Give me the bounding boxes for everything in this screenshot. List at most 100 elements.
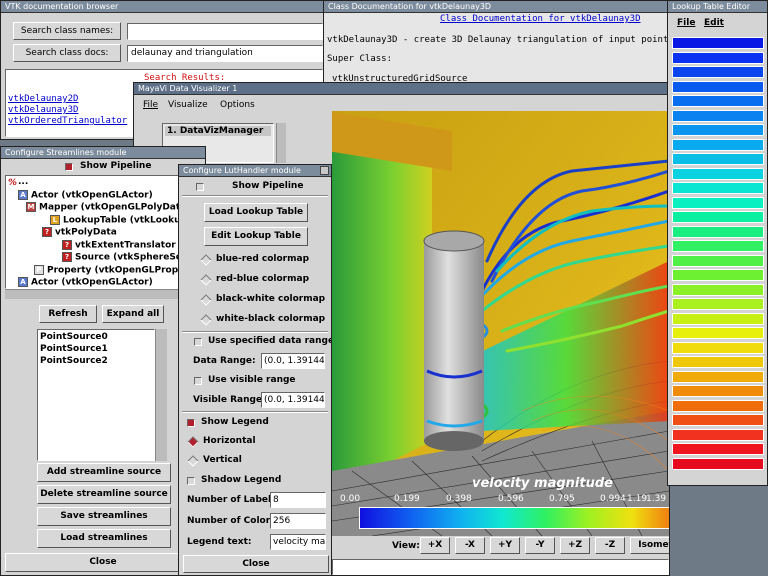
lut-color-swatch[interactable]: [672, 167, 764, 180]
point-source-list[interactable]: PointSource0 PointSource1 PointSource2: [37, 329, 155, 461]
red-blue-colormap-radio[interactable]: [200, 274, 212, 286]
lut-color-swatch[interactable]: [672, 225, 764, 238]
show-legend-checkbox[interactable]: [187, 419, 195, 427]
tree-node[interactable]: ...: [18, 177, 28, 189]
red-blue-colormap-label[interactable]: red-blue colormap: [216, 274, 310, 284]
point-source-item[interactable]: PointSource1: [40, 344, 108, 354]
lut-color-swatch[interactable]: [672, 269, 764, 281]
lut-editor-menu-file[interactable]: File: [677, 18, 696, 28]
streamlines-titlebar[interactable]: Configure Streamlines module: [1, 147, 205, 159]
edit-lookup-table-button[interactable]: Edit Lookup Table: [204, 227, 308, 246]
tree-node[interactable]: ? vtkPolyData: [42, 227, 117, 239]
lut-color-swatch[interactable]: [672, 457, 764, 470]
tree-node[interactable]: ? Source (vtkSphereSource): [62, 252, 200, 264]
datavizmanager-list-item[interactable]: 1. DataVizManager: [165, 126, 271, 136]
point-source-scrollbar[interactable]: [155, 329, 167, 461]
lut-color-swatch[interactable]: [672, 109, 764, 122]
view-isometric-button[interactable]: Isometric: [630, 537, 669, 554]
use-data-range-checkbox[interactable]: [194, 338, 202, 346]
show-pipeline-checkbox[interactable]: [65, 163, 73, 171]
tree-node[interactable]: A Actor (vtkOpenGLActor): [18, 277, 153, 288]
load-lookup-table-button[interactable]: Load Lookup Table: [204, 203, 308, 222]
search-result-link[interactable]: vtkDelaunay2D: [8, 94, 79, 104]
refresh-button[interactable]: Refresh: [39, 305, 97, 323]
mayavi-menu-file[interactable]: File: [143, 100, 159, 110]
luthandler-close-icon[interactable]: [320, 166, 329, 175]
vertical-radio[interactable]: [187, 455, 199, 467]
lut-color-swatch[interactable]: [672, 182, 764, 194]
lut-color-swatch[interactable]: [672, 240, 764, 252]
point-source-item[interactable]: PointSource2: [40, 356, 108, 366]
search-class-names-button[interactable]: Search class names:: [13, 22, 121, 40]
render-view[interactable]: velocity magnitude 0.00 0.199 0.398 0.59…: [332, 111, 669, 536]
horizontal-label[interactable]: Horizontal: [203, 436, 256, 446]
lut-color-swatch[interactable]: [672, 124, 764, 136]
search-result-link[interactable]: vtkDelaunay3D: [8, 105, 79, 115]
datavizmanager-list[interactable]: 1. DataVizManager: [162, 123, 274, 163]
lut-color-swatch[interactable]: [672, 341, 764, 354]
lut-editor-menu-edit[interactable]: Edit: [704, 18, 724, 28]
luthandler-close-button[interactable]: Close: [183, 555, 329, 573]
tree-hscrollbar[interactable]: [5, 289, 201, 299]
legend-text-input[interactable]: velocity mag: [270, 534, 326, 550]
view-minus-y-button[interactable]: -Y: [525, 537, 555, 554]
lut-color-swatch[interactable]: [672, 312, 764, 325]
black-white-colormap-label[interactable]: black-white colormap: [216, 294, 326, 304]
search-class-names-input[interactable]: [127, 23, 323, 40]
mayavi-menu-visualize[interactable]: Visualize: [168, 100, 208, 110]
lut-color-swatch[interactable]: [672, 95, 764, 107]
tree-node[interactable]: P Property (vtkOpenGLProperty): [34, 264, 200, 277]
white-black-colormap-label[interactable]: white-black colormap: [216, 314, 326, 324]
lut-color-swatch[interactable]: [672, 327, 764, 339]
lut-color-swatch[interactable]: [672, 443, 764, 455]
search-class-docs-button[interactable]: Search class docs:: [13, 44, 121, 62]
view-plus-y-button[interactable]: +Y: [490, 537, 520, 554]
mayavi-titlebar[interactable]: MayaVi Data Visualizer 1: [134, 83, 669, 95]
lut-color-swatch[interactable]: [672, 51, 764, 64]
lut-color-swatch[interactable]: [672, 298, 764, 310]
lut-color-swatch[interactable]: [672, 254, 764, 267]
view-plus-x-button[interactable]: +X: [420, 537, 450, 554]
num-colors-input[interactable]: 256: [270, 513, 326, 529]
datavizmanager-scrollbar[interactable]: [276, 123, 286, 163]
class-doc-titlebar[interactable]: Class Documentation for vtkDelaunay3D: [324, 1, 670, 13]
view-plus-z-button[interactable]: +Z: [560, 537, 590, 554]
lut-color-swatch[interactable]: [672, 80, 764, 93]
tree-node[interactable]: ? vtkExtentTranslator: [62, 239, 176, 252]
view-minus-x-button[interactable]: -X: [455, 537, 485, 554]
vertical-label[interactable]: Vertical: [203, 455, 242, 465]
lut-color-swatch[interactable]: [672, 138, 764, 151]
num-labels-input[interactable]: 8: [270, 492, 326, 508]
delete-streamline-source-button[interactable]: Delete streamline source: [37, 485, 171, 504]
black-white-colormap-radio[interactable]: [200, 294, 212, 306]
expand-all-button[interactable]: Expand all: [102, 305, 164, 323]
lut-editor-titlebar[interactable]: Lookup Table Editor: [668, 1, 767, 13]
lut-color-swatch[interactable]: [672, 211, 764, 223]
point-source-item[interactable]: PointSource0: [40, 332, 108, 342]
lut-color-swatch[interactable]: [672, 356, 764, 368]
lut-color-swatch[interactable]: [672, 66, 764, 78]
lut-color-swatch[interactable]: [672, 37, 764, 49]
tree-node[interactable]: A Actor (vtkOpenGLActor): [18, 189, 153, 202]
lut-color-swatch[interactable]: [672, 399, 764, 412]
visible-range-input[interactable]: (0.0, 1.39144: [261, 392, 325, 408]
vtk-doc-browser-titlebar[interactable]: VTK documentation browser: [1, 1, 325, 13]
lut-color-swatch[interactable]: [672, 414, 764, 426]
white-black-colormap-radio[interactable]: [200, 314, 212, 326]
save-streamlines-button[interactable]: Save streamlines: [37, 507, 171, 526]
lut-show-pipeline-checkbox[interactable]: [196, 183, 204, 191]
shadow-legend-checkbox[interactable]: [187, 477, 195, 485]
load-streamlines-button[interactable]: Load streamlines: [37, 529, 171, 548]
class-doc-heading-link[interactable]: Class Documentation for vtkDelaunay3D: [440, 14, 641, 24]
lut-color-swatch[interactable]: [672, 428, 764, 441]
luthandler-titlebar[interactable]: Configure LutHandler module: [179, 165, 331, 177]
pipeline-tree[interactable]: % ... A Actor (vtkOpenGLActor) M Mapper (vtk…: [5, 175, 201, 289]
lut-color-swatch[interactable]: [672, 196, 764, 209]
mayavi-menu-options[interactable]: Options: [220, 100, 255, 110]
streamlines-close-button[interactable]: Close: [5, 553, 201, 572]
horizontal-radio[interactable]: [187, 436, 199, 448]
blue-red-colormap-radio[interactable]: [200, 254, 212, 266]
lut-color-swatch[interactable]: [672, 283, 764, 296]
lut-color-swatch[interactable]: [672, 153, 764, 165]
